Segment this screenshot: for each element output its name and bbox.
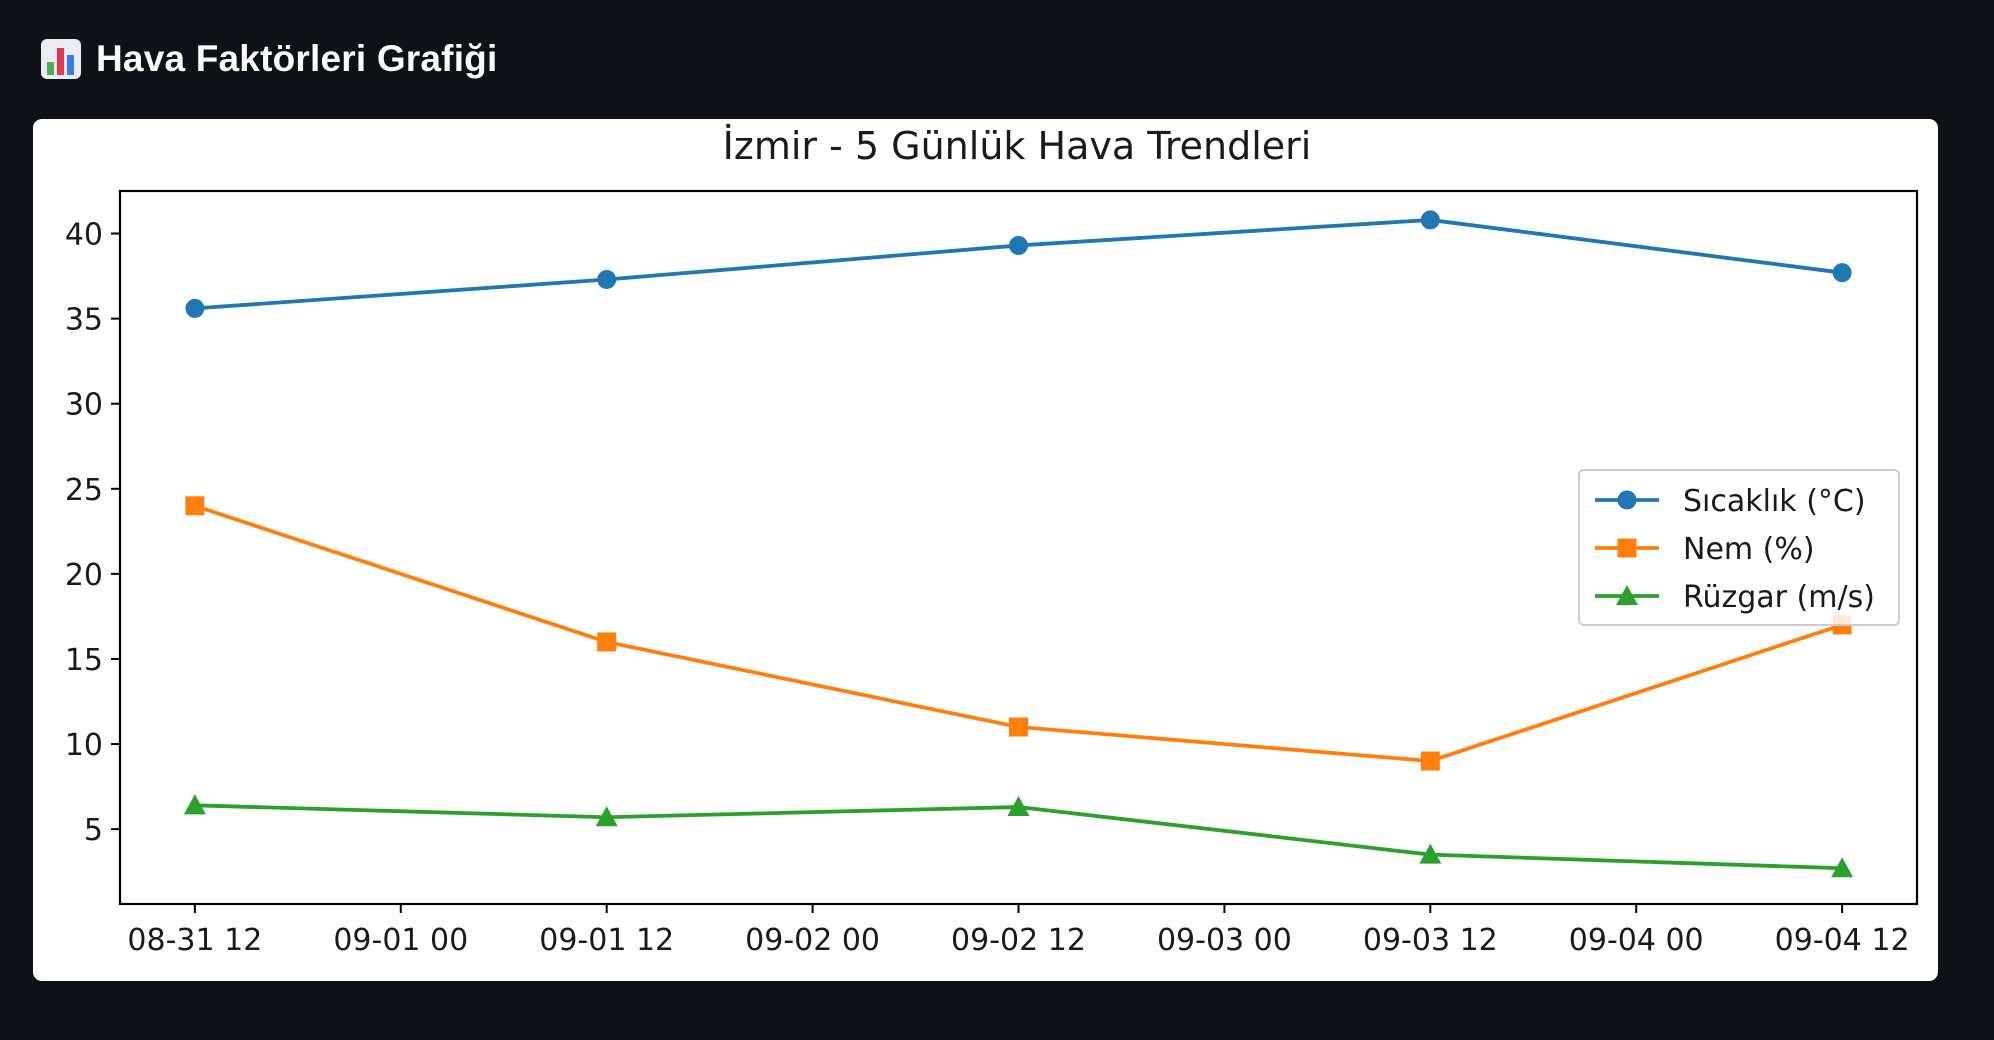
page-title: Hava Faktörleri Grafiği (96, 38, 498, 79)
data-point-series-0 (597, 269, 617, 289)
plot-frame (118, 189, 1919, 906)
y-tick-label: 30 (65, 388, 103, 423)
legend-label: Rüzgar (m/s) (1683, 580, 1875, 615)
legend-marker-2 (1616, 585, 1638, 606)
x-tick-label: 09-01 00 (333, 923, 468, 958)
legend-label: Sıcaklık (°C) (1683, 484, 1866, 519)
y-tick-label: 15 (65, 643, 103, 678)
y-tick-label: 25 (65, 473, 103, 508)
data-point-series-2 (183, 794, 206, 815)
x-tick-label: 09-04 00 (1569, 923, 1704, 958)
data-point-series-1 (1009, 717, 1028, 737)
data-point-series-0 (1832, 263, 1852, 283)
y-tick-label: 35 (65, 303, 103, 338)
series-line-0 (192, 218, 1845, 311)
x-tick-label: 08-31 12 (127, 923, 262, 958)
legend-box (1578, 469, 1900, 626)
data-point-series-0 (1009, 235, 1028, 255)
legend-marker-1 (1617, 538, 1637, 558)
x-tick-label: 09-04 12 (1775, 923, 1910, 958)
chart-card: İzmir - 5 Günlük Hava Trendleri 08-31 12… (33, 119, 1938, 981)
data-point-series-1 (185, 496, 205, 516)
x-tick-label: 09-02 00 (745, 923, 880, 958)
data-point-series-1 (597, 632, 617, 652)
x-tick-label: 09-03 12 (1363, 923, 1498, 958)
data-point-series-0 (1420, 210, 1440, 230)
data-point-series-0 (185, 298, 205, 318)
y-tick-label: 10 (65, 728, 103, 763)
data-point-series-2 (1419, 843, 1442, 864)
legend-marker-0 (1617, 490, 1637, 510)
data-point-series-2 (1007, 796, 1030, 817)
data-point-series-2 (1831, 857, 1854, 878)
data-point-series-2 (595, 806, 618, 827)
x-tick-label: 09-03 00 (1157, 923, 1292, 958)
line-chart: İzmir - 5 Günlük Hava Trendleri 08-31 12… (65, 124, 1919, 958)
x-tick-label: 09-02 12 (951, 923, 1086, 958)
x-tick-label: 09-01 12 (539, 923, 674, 958)
bar-chart-icon (41, 39, 81, 79)
legend-label: Nem (%) (1683, 532, 1815, 567)
y-tick-label: 20 (65, 558, 103, 593)
y-tick-label: 40 (65, 218, 103, 253)
y-tick-label: 5 (84, 813, 103, 848)
page-header: Hava Faktörleri Grafiği (40, 38, 497, 80)
chart-title: İzmir - 5 Günlük Hava Trendleri (723, 124, 1312, 168)
data-point-series-1 (1420, 751, 1440, 771)
